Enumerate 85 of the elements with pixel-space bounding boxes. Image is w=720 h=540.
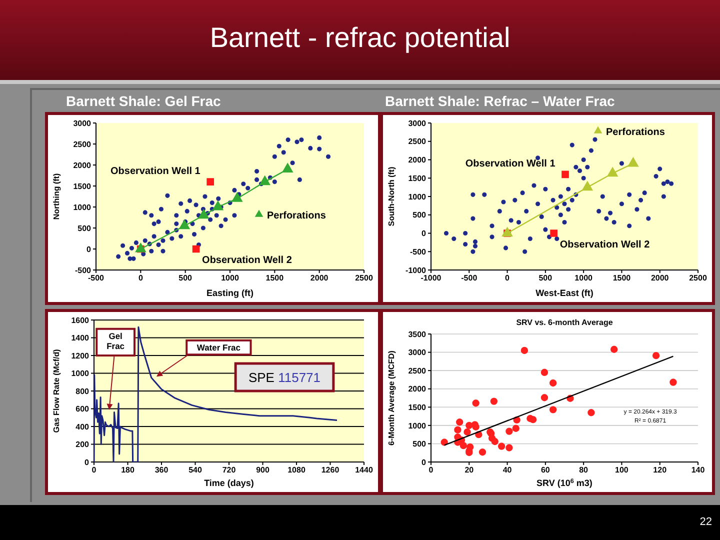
text: 22 <box>700 516 712 528</box>
x-axis-title: Time (days) <box>204 478 254 488</box>
y-tick-label: 1500 <box>408 402 427 412</box>
x-tick-label: 100 <box>615 466 629 475</box>
annotation: Observation Well 1 <box>465 158 556 170</box>
x-tick-label: 1080 <box>288 466 306 475</box>
y-axis-title: Northing (ft) <box>52 173 61 220</box>
chart-title: Barnett Shale: Refrac – Water Frac <box>385 93 615 109</box>
x-tick-label: 500 <box>178 274 193 283</box>
x-tick-label: 1000 <box>574 274 594 283</box>
y-tick-label: 500 <box>412 210 427 220</box>
y-tick-label: 0 <box>86 244 92 254</box>
y-tick-label: 2000 <box>408 384 427 394</box>
y-tick-label: 2500 <box>408 137 427 146</box>
legend-label: Perforations <box>606 127 666 138</box>
y-tick-label: 200 <box>76 440 90 450</box>
x-tick-label: 1440 <box>355 466 374 475</box>
x-tick-label: 540 <box>188 466 202 475</box>
x-tick-label: 20 <box>464 466 474 475</box>
annotation: SPE 115771 <box>248 370 321 386</box>
y-tick-label: -1000 <box>406 266 427 275</box>
x-tick-label: 40 <box>502 466 512 475</box>
annotation: Water Frac <box>196 342 241 353</box>
x-tick-label: 1500 <box>612 274 632 283</box>
x-tick-label: 2000 <box>310 274 329 283</box>
y-tick-label: 1000 <box>71 369 90 378</box>
y-tick-label: 1400 <box>71 334 90 343</box>
y-tick-label: 3000 <box>408 348 427 358</box>
y-tick-label: 2000 <box>408 156 427 165</box>
y-tick-label: 2000 <box>73 160 92 170</box>
x-tick-label: 2000 <box>650 274 670 283</box>
text: Barnett - refrac potential <box>208 22 512 54</box>
x-tick-label: 1500 <box>266 274 284 283</box>
x-tick-label: 120 <box>653 466 668 475</box>
y-tick-label: 0 <box>84 458 90 467</box>
y-axis-title: Gas Flow Rate (Mcf/d) <box>52 348 61 433</box>
x-tick-label: 80 <box>579 466 589 475</box>
x-axis-title: Easting (ft) <box>206 288 254 298</box>
x-tick-label: 180 <box>121 466 135 475</box>
x-axis-title: SRV (10$^{6}$ m3) <box>536 478 592 488</box>
x-axis-title: West-East (ft) <box>536 288 594 298</box>
chart-title: SRV vs. 6-month Average <box>516 318 614 327</box>
x-tick-label: 0 <box>505 274 510 283</box>
x-tick-label: 0 <box>428 466 434 475</box>
y-tick-label: 2500 <box>73 140 92 149</box>
y-tick-label: 0 <box>422 458 427 467</box>
y-tick-label: 3500 <box>408 330 427 339</box>
x-tick-label: -500 <box>461 274 478 283</box>
y-tick-label: 1000 <box>73 202 92 212</box>
x-tick-label: 900 <box>256 466 270 475</box>
y-tick-label: 600 <box>76 404 90 414</box>
x-tick-label: 2500 <box>689 274 708 283</box>
y-tick-label: 1000 <box>408 421 427 430</box>
y-tick-label: 0 <box>422 229 427 238</box>
y-tick-label: 1500 <box>408 174 427 183</box>
x-tick-label: 2500 <box>355 274 374 283</box>
y-tick-label: 1600 <box>71 316 90 325</box>
y-tick-label: 400 <box>76 422 90 432</box>
annotation: Observation Well 1 <box>110 166 201 177</box>
x-tick-label: 360 <box>154 466 169 475</box>
x-tick-label: 1260 <box>321 466 340 475</box>
y-tick-label: 1000 <box>408 192 427 202</box>
annotation: Observation Well 2 <box>202 255 292 266</box>
y-axis-title: South-North (ft) <box>387 166 396 226</box>
chart-title: Barnett Shale: Gel Frac <box>66 93 221 109</box>
y-tick-label: 1500 <box>73 182 92 191</box>
x-tick-label: 720 <box>222 466 236 475</box>
y-tick-label: 1200 <box>71 351 90 360</box>
y-tick-label: 500 <box>78 224 92 233</box>
y-tick-label: -500 <box>74 266 92 275</box>
y-tick-label: 2500 <box>408 366 427 376</box>
y-tick-label: -500 <box>410 247 427 256</box>
y-tick-label: 800 <box>76 386 90 396</box>
y-tick-label: 3000 <box>408 118 427 128</box>
annotation: Gel Frac <box>106 330 125 351</box>
legend-label: Perforations <box>267 210 326 222</box>
x-tick-label: 0 <box>138 274 144 283</box>
annotation: Observation Well 2 <box>560 239 650 250</box>
x-tick-label: 500 <box>538 274 553 283</box>
x-tick-label: 1000 <box>221 274 240 283</box>
y-axis-title: 6-Month Average (MCFD) <box>387 350 396 446</box>
y-tick-label: 3000 <box>73 118 92 128</box>
x-tick-label: 140 <box>691 466 706 475</box>
y-tick-label: 500 <box>412 440 427 449</box>
x-tick-label: 60 <box>540 466 550 475</box>
